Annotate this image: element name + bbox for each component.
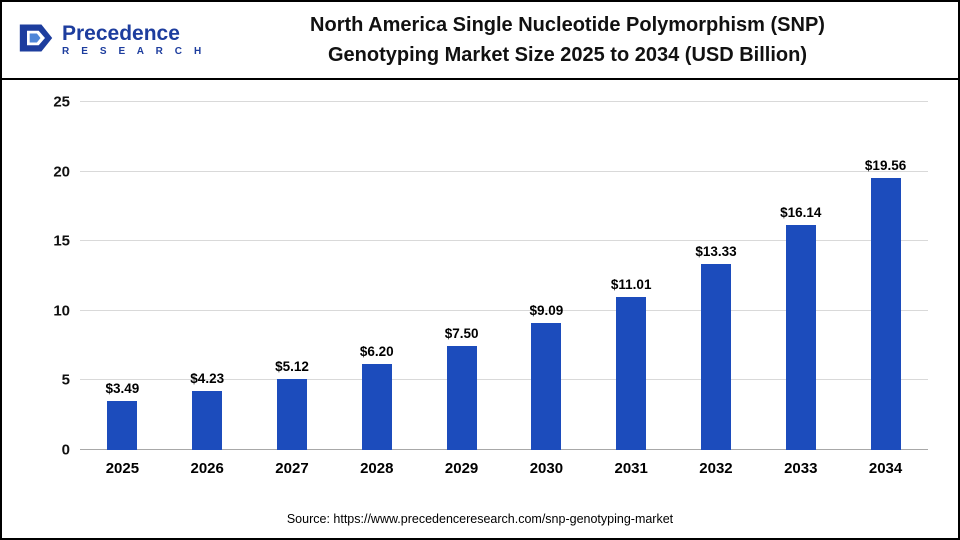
bar-2030 [531, 323, 562, 450]
bar-2032 [700, 264, 731, 450]
bar-column-2031: $11.01 [589, 102, 674, 450]
gridline [80, 101, 928, 102]
x-axis-label-2031: 2031 [614, 460, 648, 477]
bar-2026 [192, 391, 223, 450]
chart-title-line1: North America Single Nucleotide Polymorp… [310, 14, 825, 36]
y-axis-tick-label: 5 [61, 371, 70, 389]
gridline [80, 379, 928, 381]
y-axis-tick-label: 15 [53, 232, 70, 250]
logo-text: Precedence R E S E A R C H [62, 21, 206, 58]
bar-column-2033: $16.14 [758, 102, 843, 450]
bar-column-2030: $9.09 [504, 102, 589, 450]
source-text: Source: https://www.precedenceresearch.c… [286, 512, 674, 526]
bar-value-label: $4.23 [190, 371, 225, 387]
bar-column-2026: $4.23 [165, 102, 250, 450]
bars-container: $3.49 $4.23 $5.12 $6.20 $7.50 $9.09 $11.01 $13.… [80, 102, 928, 450]
plot-area: 0 5 10 15 20 25 $3.49 $4.23 $5.12 $6.20 $7.50 $9.09… [53, 94, 928, 459]
bar-value-label: $16.14 [780, 205, 822, 221]
y-axis-tick-label: 20 [53, 163, 70, 181]
bar-value-label: $3.49 [105, 381, 140, 397]
x-axis-label-2030: 2030 [529, 460, 564, 477]
bar-column-2032: $13.33 [674, 102, 759, 450]
precedence-research-logo: Precedence R E S E A R C H [18, 22, 213, 59]
x-axis-label-2025: 2025 [105, 460, 140, 477]
x-axis-label-2028: 2028 [360, 460, 394, 477]
bar-column-2029: $7.50 [419, 102, 504, 450]
x-axis-label-2033: 2033 [784, 460, 818, 477]
x-axis-label-2026: 2026 [190, 460, 224, 477]
chart-title-line2: Genotyping Market Size 2025 to 2034 (USD… [327, 44, 807, 66]
bar-2034 [870, 177, 901, 450]
bar-value-label: $9.09 [529, 303, 564, 319]
x-axis-label-2027: 2027 [275, 460, 309, 477]
x-axis-labels: 2025 2026 2027 2028 2029 2030 2031 2032 2033 2034 [80, 460, 928, 477]
bar-value-label: $7.50 [444, 325, 479, 341]
bar-value-label: $5.12 [275, 358, 309, 374]
bar-column-2034: $19.56 [843, 102, 928, 450]
bar-value-label: $13.33 [695, 244, 737, 260]
chart-title: North America Single Nucleotide Polymorp… [213, 10, 942, 70]
bar-column-2028: $6.20 [334, 102, 419, 450]
bar-column-2025: $3.49 [80, 102, 165, 450]
bar-chart: 0 5 10 15 20 25 $3.49 $4.23 $5.12 $6.20 $7.50 $9.09… [2, 80, 958, 500]
gridline [80, 309, 928, 311]
x-axis-label-2032: 2032 [699, 460, 733, 477]
bar-value-label: $6.20 [359, 343, 394, 359]
x-axis-label-2029: 2029 [444, 460, 479, 477]
logo-subtitle: R E S E A R C H [62, 45, 206, 57]
precedence-logo-icon [18, 22, 54, 59]
gridline [80, 240, 928, 242]
bar-2029 [446, 345, 477, 450]
logo-name: Precedence [62, 21, 180, 45]
bar-2033 [785, 225, 816, 450]
bar-2025 [107, 401, 138, 450]
bar-2027 [276, 378, 307, 450]
x-axis-label-2034: 2034 [868, 460, 903, 477]
y-axis-tick-label: 10 [53, 302, 70, 320]
bar-column-2027: $5.12 [250, 102, 335, 450]
header: Precedence R E S E A R C H North America… [2, 2, 958, 80]
bar-value-label: $19.56 [864, 157, 907, 173]
gridline [80, 449, 928, 450]
gridline [80, 170, 928, 172]
bar-value-label: $11.01 [610, 276, 652, 292]
y-axis-tick-label: 25 [53, 93, 70, 111]
bar-2028 [361, 363, 392, 450]
bar-2031 [616, 296, 647, 450]
y-axis-tick-label: 0 [61, 441, 70, 459]
